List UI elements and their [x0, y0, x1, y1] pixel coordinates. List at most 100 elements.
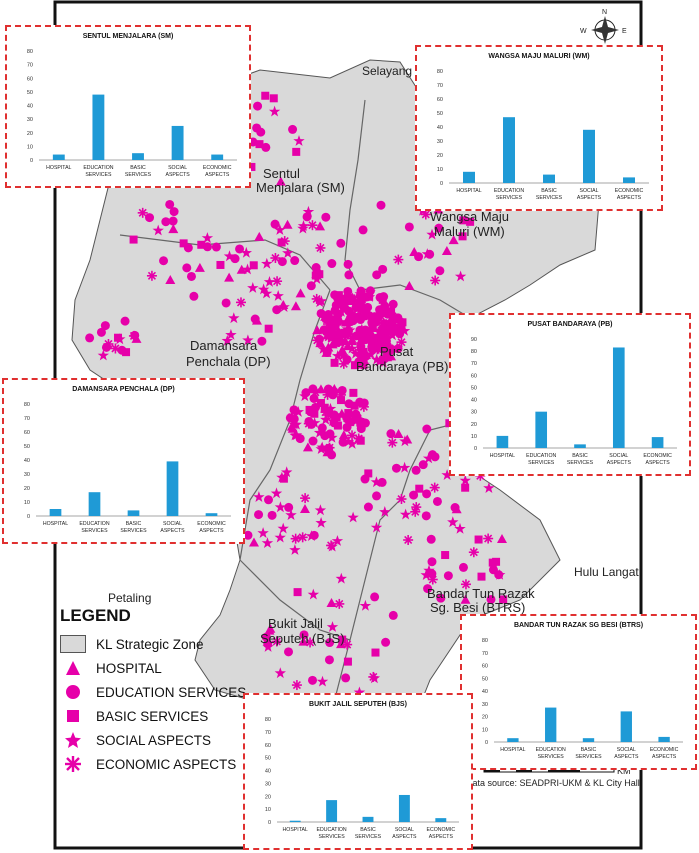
bar	[88, 492, 101, 516]
bar	[658, 736, 670, 742]
social-marker	[270, 487, 283, 499]
basic-services-marker	[337, 396, 346, 405]
economic-marker	[334, 598, 345, 609]
category-label: ASPECTS	[577, 195, 602, 201]
education-marker	[397, 317, 407, 327]
basic-services-marker	[499, 595, 508, 604]
education-marker	[230, 254, 240, 264]
hospital-marker	[336, 639, 347, 649]
basic-services-marker	[316, 399, 325, 408]
y-tick-label: 30	[471, 410, 477, 416]
label-selayang: Selayang	[362, 64, 412, 78]
basic-services-marker	[350, 401, 359, 410]
hospital-marker	[194, 262, 205, 272]
category-label: EDUCATION	[494, 188, 524, 194]
category-label: HOSPITAL	[283, 827, 308, 833]
social-marker	[359, 599, 372, 611]
bar	[326, 800, 338, 822]
bar	[166, 461, 179, 516]
education-marker	[434, 223, 444, 233]
category-label: ASPECTS	[165, 172, 190, 178]
hospital-marker	[448, 235, 459, 245]
basic-services-marker	[311, 271, 320, 280]
bar	[92, 94, 105, 160]
social-marker	[289, 429, 301, 441]
hospital-marker	[460, 594, 471, 604]
education-marker	[432, 496, 442, 506]
education-marker	[261, 632, 271, 642]
y-tick-label: 50	[27, 90, 33, 96]
education-marker	[344, 270, 354, 280]
social-marker	[373, 355, 385, 367]
social-marker	[398, 461, 411, 473]
education-marker	[372, 270, 382, 280]
education-marker	[284, 502, 294, 512]
social-marker	[262, 641, 274, 652]
category-label: ASPECTS	[607, 460, 632, 466]
category-label: SERVICES	[125, 172, 152, 178]
y-tick-label: 50	[24, 444, 30, 450]
social-marker	[268, 105, 281, 117]
y-tick-label: 30	[265, 781, 271, 787]
hospital-marker	[302, 442, 313, 452]
economic-marker	[137, 207, 148, 218]
education-marker	[373, 340, 383, 350]
basic-services-marker	[333, 317, 342, 326]
education-marker	[290, 256, 300, 266]
hospital-marker	[404, 280, 415, 290]
bar	[620, 711, 632, 742]
legend-item-zone: KL Strategic Zone	[60, 632, 250, 656]
basic-services-marker	[330, 358, 339, 367]
education-marker	[256, 127, 266, 137]
social-marker	[315, 517, 327, 528]
social-marker	[421, 248, 433, 259]
education-marker	[189, 291, 199, 301]
hospital-marker	[298, 636, 309, 646]
bar	[583, 129, 595, 183]
y-tick-label: 60	[27, 76, 33, 82]
category-label: ECONOMIC	[650, 747, 679, 753]
legend-item-social: SOCIAL ASPECTS	[60, 728, 250, 752]
category-label: SERVICES	[85, 172, 112, 178]
category-label: EDUCATION	[79, 521, 109, 527]
economic-marker	[271, 636, 282, 647]
social-marker	[441, 469, 453, 480]
education-marker	[388, 610, 398, 620]
economic-marker	[297, 532, 308, 543]
y-tick-label: 40	[24, 458, 30, 464]
social-marker	[253, 491, 265, 502]
hospital-marker	[496, 533, 507, 543]
y-tick-label: 0	[268, 820, 271, 826]
y-tick-label: 40	[471, 398, 477, 404]
chart-title: BANDAR TUN RAZAK SG BESI (BTRS)	[513, 622, 644, 629]
basic-services-marker	[364, 469, 373, 478]
education-marker	[211, 242, 221, 252]
economic-marker	[427, 574, 438, 585]
economic-marker	[342, 639, 353, 650]
legend-item-basic: BASIC SERVICES	[60, 704, 250, 728]
social-marker	[292, 406, 304, 417]
category-label: SERVICES	[120, 528, 147, 534]
education-marker	[243, 530, 253, 540]
social-marker	[335, 306, 347, 317]
legend-title: LEGEND	[60, 606, 131, 625]
education-marker	[96, 327, 106, 337]
social-marker	[346, 342, 358, 354]
basic-services-marker	[461, 483, 470, 492]
basic-services-marker	[333, 330, 342, 339]
y-tick-label: 30	[437, 139, 443, 145]
y-tick-label: 10	[437, 167, 443, 173]
social-marker	[240, 246, 252, 258]
category-label: ASPECTS	[160, 528, 185, 534]
category-label: SOCIAL	[609, 453, 628, 459]
hospital-marker	[347, 336, 358, 346]
economic-marker	[335, 389, 346, 400]
social-marker	[308, 417, 321, 428]
education-marker	[363, 502, 373, 512]
education-marker	[343, 326, 353, 336]
basic-services-marker	[492, 557, 501, 566]
category-label: SERVICES	[496, 195, 523, 201]
y-tick-label: 60	[265, 743, 271, 749]
